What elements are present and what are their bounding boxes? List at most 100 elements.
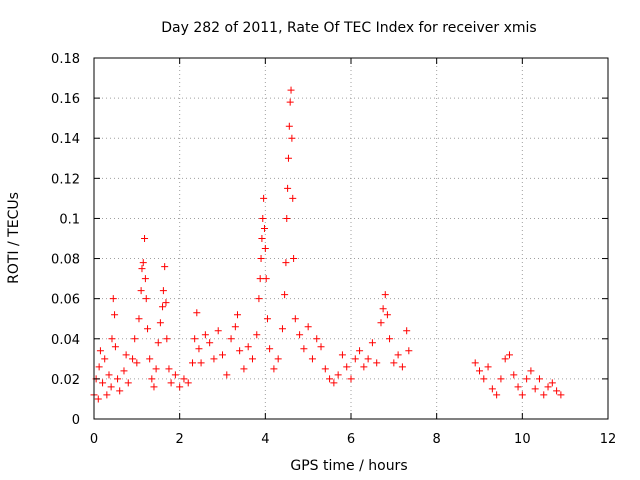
data-point: [120, 367, 128, 375]
data-point: [270, 365, 278, 373]
gridlines: [94, 58, 608, 419]
data-point: [141, 275, 149, 283]
data-point: [497, 375, 505, 383]
y-tick-label: 0.08: [51, 253, 80, 268]
data-point: [296, 331, 304, 339]
y-tick-label: 0.12: [51, 172, 80, 187]
data-point: [553, 387, 561, 395]
data-point: [107, 383, 115, 391]
data-point: [176, 383, 184, 391]
data-point: [171, 371, 179, 379]
data-point: [163, 335, 171, 343]
data-point: [405, 347, 413, 355]
data-point: [150, 383, 158, 391]
data-point: [284, 154, 292, 162]
data-point: [284, 184, 292, 192]
data-point: [159, 287, 167, 295]
data-point: [518, 391, 526, 399]
data-point: [99, 379, 107, 387]
x-tick-label: 8: [433, 432, 441, 447]
data-point: [480, 375, 488, 383]
data-point: [505, 351, 513, 359]
data-point: [141, 235, 149, 242]
data-point: [313, 335, 321, 343]
x-tick-label: 4: [261, 432, 269, 447]
data-point: [304, 323, 312, 331]
axis-ticks: [93, 57, 609, 420]
data-point: [300, 345, 308, 353]
data-point: [288, 134, 296, 142]
data-point: [379, 305, 387, 313]
data-point: [347, 375, 355, 383]
data-point: [135, 315, 143, 323]
data-point: [138, 265, 146, 273]
x-tick-labels: 0 2 4 6 8 10 12: [90, 432, 616, 447]
data-point: [289, 194, 297, 202]
data-point: [214, 327, 222, 335]
data-point: [523, 375, 531, 383]
data-point: [544, 383, 552, 391]
data-point: [129, 355, 137, 363]
data-point: [223, 371, 231, 379]
data-point: [535, 375, 543, 383]
data-point: [244, 343, 252, 351]
data-point: [96, 347, 104, 355]
data-point: [152, 365, 160, 373]
data-point: [343, 363, 351, 371]
data-point: [189, 359, 197, 367]
data-point: [108, 335, 116, 343]
data-point: [291, 315, 299, 323]
data-point: [156, 319, 164, 327]
data-point: [398, 363, 406, 371]
data-point: [557, 391, 565, 399]
data-point: [257, 255, 265, 263]
y-tick-label: 0.14: [51, 132, 80, 147]
data-point: [255, 295, 263, 303]
y-tick-label: 0.16: [51, 92, 80, 107]
data-point: [493, 391, 501, 399]
data-point: [201, 331, 209, 339]
data-point: [231, 323, 239, 331]
data-point: [253, 331, 261, 339]
data-point: [266, 345, 274, 353]
data-point: [144, 325, 152, 333]
data-points: [90, 86, 565, 403]
data-point: [105, 371, 113, 379]
data-point: [334, 371, 342, 379]
data-point: [122, 351, 130, 359]
data-point: [501, 355, 509, 363]
data-point: [137, 287, 145, 295]
data-point: [285, 122, 293, 130]
data-point: [471, 359, 479, 367]
data-point: [154, 339, 162, 347]
data-point: [373, 359, 381, 367]
data-point: [278, 325, 286, 333]
data-point: [114, 375, 122, 383]
data-point: [161, 263, 169, 271]
data-point: [514, 383, 522, 391]
data-point: [184, 379, 192, 387]
y-tick-label: 0.04: [51, 333, 80, 348]
data-point: [548, 379, 556, 387]
data-point: [260, 224, 268, 232]
data-point: [131, 335, 139, 343]
x-tick-label: 2: [176, 432, 184, 447]
data-point: [390, 359, 398, 367]
data-point: [338, 351, 346, 359]
data-point: [356, 347, 364, 355]
data-point: [133, 359, 141, 367]
data-point: [403, 327, 411, 335]
data-point: [476, 367, 483, 375]
data-point: [360, 363, 368, 371]
data-point: [219, 351, 226, 359]
data-point: [191, 335, 199, 343]
data-point: [233, 311, 241, 319]
data-point: [195, 345, 203, 353]
data-point: [317, 343, 325, 351]
chart-title: Day 282 of 2011, Rate Of TEC Index for r…: [161, 20, 536, 36]
y-tick-labels: 0 0.02 0.04 0.06 0.08 0.1 0.12 0.14 0.16 0.18: [51, 52, 80, 428]
data-point: [180, 375, 188, 383]
data-point: [383, 311, 391, 319]
data-point: [274, 355, 282, 363]
